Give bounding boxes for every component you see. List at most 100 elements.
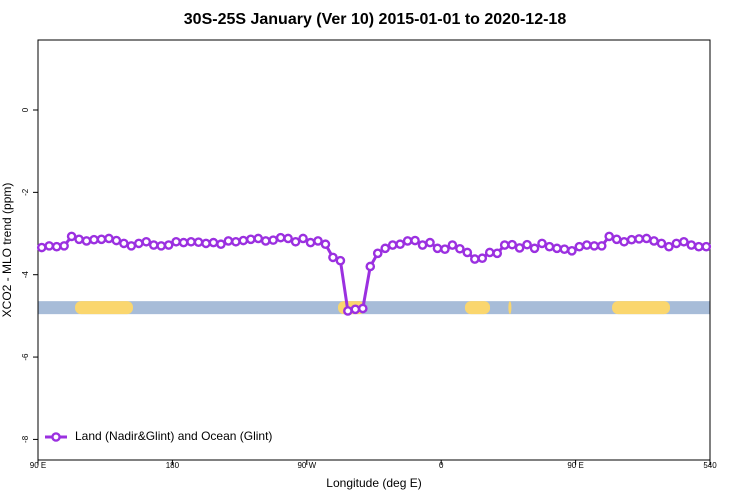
point	[111, 235, 122, 246]
x-tick-label: 540	[703, 461, 717, 470]
legend-marker	[51, 432, 61, 442]
point	[417, 240, 428, 250]
point	[216, 239, 226, 250]
point	[410, 235, 420, 246]
point	[357, 303, 368, 314]
point	[148, 240, 159, 250]
y-tick-label: -8	[21, 435, 30, 443]
point	[156, 241, 166, 251]
land-band	[612, 301, 670, 315]
point	[51, 241, 62, 252]
point	[283, 233, 293, 244]
point	[514, 243, 525, 253]
point	[462, 247, 473, 258]
point	[335, 255, 346, 266]
point	[231, 236, 241, 247]
point	[104, 233, 114, 244]
point	[245, 234, 256, 245]
point	[260, 236, 271, 246]
x-tick-label: 90 E	[30, 461, 46, 470]
point	[163, 240, 174, 250]
point	[275, 232, 286, 243]
point	[208, 237, 219, 248]
point	[596, 241, 607, 251]
point	[372, 248, 383, 259]
land-band	[464, 301, 491, 315]
point	[694, 241, 704, 252]
point	[395, 239, 405, 250]
point	[626, 234, 637, 245]
point	[44, 241, 55, 251]
y-tick-label: 0	[21, 107, 30, 112]
point	[604, 231, 615, 242]
point	[574, 241, 585, 252]
point	[529, 243, 540, 254]
x-tick-label: 0	[439, 461, 444, 470]
point	[238, 235, 249, 246]
point	[201, 238, 211, 249]
point	[141, 236, 152, 247]
point	[320, 239, 331, 250]
point	[582, 240, 592, 250]
point	[522, 239, 532, 250]
point	[171, 236, 181, 247]
x-tick-label: 90 W	[297, 461, 316, 470]
point	[119, 238, 129, 249]
point	[671, 238, 682, 249]
point	[656, 238, 667, 249]
point	[178, 237, 189, 248]
point	[186, 236, 196, 247]
legend-label: Land (Nadir&Glint) and Ocean (Glint)	[75, 429, 272, 443]
point	[567, 246, 577, 256]
point	[193, 237, 204, 247]
point	[298, 233, 308, 244]
point	[611, 234, 622, 245]
point	[89, 234, 99, 245]
point	[455, 243, 465, 254]
point	[305, 237, 316, 248]
point	[133, 238, 144, 249]
point	[477, 253, 488, 264]
point	[365, 261, 376, 272]
point	[507, 239, 517, 250]
point	[343, 306, 353, 316]
point	[66, 231, 77, 242]
point	[559, 244, 570, 254]
y-tick-label: -6	[21, 353, 30, 361]
x-tick-label: 90 E	[567, 461, 583, 470]
point	[440, 244, 450, 254]
y-tick-label: -4	[21, 271, 30, 279]
point	[686, 240, 697, 250]
point	[350, 304, 361, 315]
point	[268, 235, 279, 245]
point	[544, 241, 555, 252]
point	[537, 238, 547, 249]
point	[402, 236, 413, 246]
point	[223, 236, 234, 246]
point	[253, 233, 264, 244]
point	[589, 241, 600, 251]
point	[425, 237, 435, 248]
point	[679, 236, 689, 247]
plot-frame	[37, 39, 711, 461]
point	[74, 234, 84, 245]
point	[432, 243, 443, 254]
chart-title: 30S-25S January (Ver 10) 2015-01-01 to 2…	[184, 11, 567, 28]
point	[664, 241, 674, 252]
point	[701, 241, 712, 252]
x-tick-label: 180	[166, 461, 180, 470]
y-axis-label: XCO2 - MLO trend (ppm)	[0, 183, 14, 318]
point	[469, 254, 480, 264]
ocean-band	[38, 301, 710, 315]
point	[81, 236, 92, 246]
point	[96, 234, 107, 245]
point	[36, 242, 47, 253]
x-axis-label: Longitude (deg E)	[326, 476, 421, 490]
point	[649, 236, 659, 246]
point	[380, 243, 391, 254]
y-tick-label: -2	[21, 188, 30, 196]
point	[634, 234, 644, 244]
point	[59, 241, 69, 251]
series-line	[41, 234, 707, 313]
point	[619, 236, 629, 247]
